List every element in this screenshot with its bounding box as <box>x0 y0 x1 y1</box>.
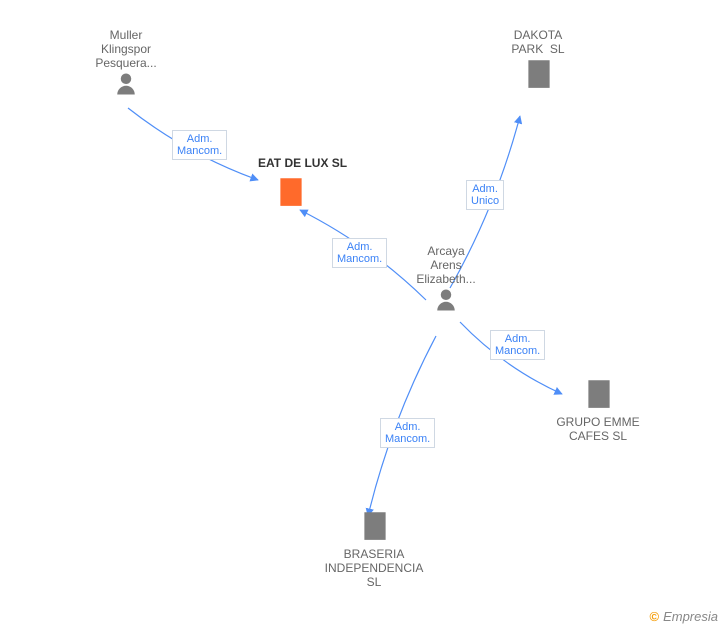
building-icon <box>522 56 554 88</box>
building-icon <box>358 508 390 540</box>
node-dakota-label: DAKOTA PARK SL <box>498 28 578 56</box>
edge-label-e4: Adm. Mancom. <box>490 330 545 360</box>
watermark-brand: Empresia <box>663 609 718 624</box>
node-grupo: GRUPO EMME CAFES SL <box>548 376 648 443</box>
diagram-canvas: Muller Klingspor Pesquera... EAT DE LUX … <box>0 0 728 630</box>
person-icon <box>112 70 140 98</box>
copyright-symbol: © <box>649 609 659 624</box>
edge-label-e5: Adm. Mancom. <box>380 418 435 448</box>
watermark: © Empresia <box>649 609 718 624</box>
edge-label-e2: Adm. Mancom. <box>332 238 387 268</box>
building-icon <box>582 376 614 408</box>
edge-label-e3: Adm. Unico <box>466 180 504 210</box>
node-dakota: DAKOTA PARK SL <box>498 28 578 95</box>
node-grupo-label: GRUPO EMME CAFES SL <box>548 415 648 443</box>
node-braseria: BRASERIA INDEPENDENCIA SL <box>314 508 434 589</box>
node-braseria-label: BRASERIA INDEPENDENCIA SL <box>314 547 434 589</box>
node-arcaya: Arcaya Arens Elizabeth... <box>406 244 486 319</box>
node-eatdelux: EAT DE LUX SL <box>230 156 350 213</box>
node-muller-label: Muller Klingspor Pesquera... <box>86 28 166 70</box>
person-icon <box>432 286 460 314</box>
node-eatdelux-label: EAT DE LUX SL <box>258 156 347 170</box>
node-arcaya-label: Arcaya Arens Elizabeth... <box>406 244 486 286</box>
edge-label-e1: Adm. Mancom. <box>172 130 227 160</box>
building-icon <box>274 174 306 206</box>
node-muller: Muller Klingspor Pesquera... <box>86 28 166 103</box>
